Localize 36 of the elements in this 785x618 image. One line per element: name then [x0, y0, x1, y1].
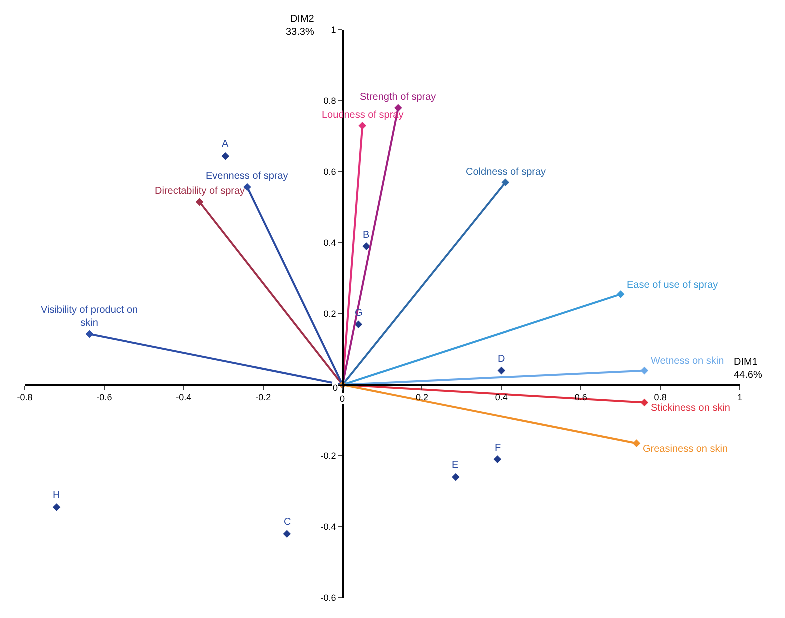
series-label: Greasiness on skin	[643, 444, 728, 455]
x-tick-label: -0.6	[96, 392, 112, 403]
y-tick-label: 0.4	[324, 238, 336, 248]
y-tick-label: -0.6	[320, 593, 336, 604]
y-axis-title: DIM2 33.3%	[286, 14, 315, 38]
y-tick-label: 0.2	[324, 309, 336, 320]
series-label: Evenness of spray	[206, 171, 288, 182]
y-tick-label: 1	[331, 25, 336, 36]
series-label: Directability of spray	[155, 186, 246, 197]
x-tick-label: -0.2	[256, 392, 272, 403]
y-tick-label: -0.2	[320, 451, 336, 462]
annotation: E	[452, 460, 459, 471]
x-tick-label: -0.4	[176, 392, 192, 403]
series-label: Stickiness on skin	[651, 403, 730, 414]
series-label: Wetness on skin	[651, 356, 724, 367]
series-label: Coldness of spray	[466, 167, 546, 178]
x-tick-label: -0.8	[17, 392, 33, 403]
y-tick-label: 0.8	[324, 96, 336, 106]
annotation: D	[498, 354, 506, 365]
y-tick-label: -0.4	[320, 522, 336, 532]
series-label: Ease of use of spray	[627, 280, 718, 291]
annotation: H	[53, 490, 60, 501]
x-axis-title: DIM1 44.6%	[734, 357, 762, 381]
series-label: Visibility of product on skin	[41, 305, 138, 329]
annotation: F	[495, 443, 502, 454]
annotation: A	[222, 139, 229, 150]
x-tick-label: 1	[737, 392, 743, 403]
annotation: B	[363, 230, 370, 241]
y-tick-label: 0.6	[324, 167, 336, 178]
x-tick-label: 0.4	[495, 392, 508, 403]
series-label: Strength of spray	[360, 92, 436, 103]
x-tick-label: 0	[340, 394, 346, 404]
x-tick-label: 0.8	[654, 392, 667, 403]
annotation: C	[284, 517, 292, 528]
y-tick-label: 0	[333, 383, 338, 393]
x-tick-label: 0.2	[416, 392, 428, 403]
